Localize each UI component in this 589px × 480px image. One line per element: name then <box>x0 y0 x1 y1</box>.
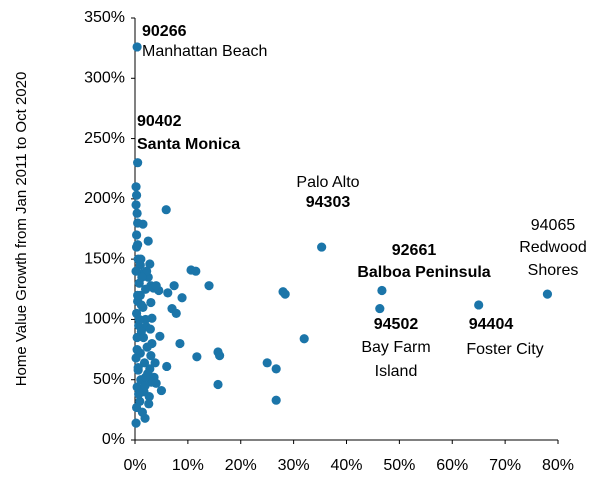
point <box>146 297 156 308</box>
y-tick-label: 300% <box>84 70 125 87</box>
point <box>134 389 144 399</box>
y-tick-label: 350% <box>84 9 125 26</box>
point <box>151 378 161 388</box>
annotation: Balboa Peninsula <box>357 264 490 281</box>
annotation: Palo Alto <box>296 174 359 191</box>
point <box>131 190 142 200</box>
point <box>133 290 143 300</box>
x-tick-label: 20% <box>225 457 257 474</box>
annotation: Redwood <box>519 239 587 256</box>
point <box>131 418 141 428</box>
point <box>144 391 154 402</box>
point <box>474 300 484 310</box>
point <box>377 285 387 296</box>
y-tick-label: 50% <box>93 371 125 388</box>
point <box>271 395 281 405</box>
point <box>145 259 155 269</box>
point <box>146 351 156 361</box>
point <box>375 303 385 314</box>
point <box>132 42 142 52</box>
point <box>151 281 161 291</box>
point <box>134 314 144 325</box>
point <box>132 208 142 218</box>
annotation: 92661 <box>392 242 437 259</box>
point <box>131 230 142 240</box>
point <box>191 266 201 276</box>
annotation: 94303 <box>306 194 351 211</box>
point <box>163 288 173 298</box>
y-axis-label: Home Value Growth from Jan 2011 to Oct 2… <box>13 72 30 387</box>
x-tick-label: 30% <box>278 457 310 474</box>
x-tick-label: 40% <box>330 457 362 474</box>
point <box>137 272 147 282</box>
point <box>169 281 179 291</box>
annotation: Foster City <box>466 341 543 358</box>
y-tick-label: 200% <box>84 190 125 207</box>
point <box>132 332 142 343</box>
point <box>140 284 151 294</box>
point <box>215 351 225 361</box>
point <box>162 361 172 372</box>
point <box>271 364 281 374</box>
annotation: Island <box>375 363 418 380</box>
point <box>140 314 151 325</box>
x-tick-label: 70% <box>489 457 521 474</box>
annotation: 90402 <box>137 113 182 130</box>
point <box>131 353 141 363</box>
annotation: 94502 <box>374 316 419 333</box>
point <box>299 334 309 344</box>
point <box>175 338 185 349</box>
point <box>177 293 187 303</box>
point <box>136 300 146 310</box>
point <box>144 399 154 409</box>
annotation: 90266 <box>142 23 187 40</box>
x-tick-label: 0% <box>123 457 146 474</box>
point <box>155 331 165 341</box>
point <box>131 200 141 210</box>
x-tick-label: 10% <box>172 457 204 474</box>
point <box>133 158 143 168</box>
y-tick-label: 0% <box>102 431 125 448</box>
y-tick-label: 100% <box>84 311 125 328</box>
point <box>317 242 327 252</box>
point <box>136 254 146 264</box>
annotation: Shores <box>528 262 579 279</box>
point <box>131 242 142 252</box>
point <box>140 381 150 391</box>
point <box>171 308 181 318</box>
annotation: 94404 <box>469 316 514 333</box>
point <box>133 363 143 373</box>
point <box>262 358 272 368</box>
point <box>140 372 151 382</box>
point <box>192 352 202 362</box>
point <box>280 289 290 299</box>
point <box>138 332 149 343</box>
point <box>204 281 214 291</box>
point <box>131 182 141 192</box>
point <box>137 407 148 417</box>
x-tick-label: 50% <box>383 457 415 474</box>
y-tick-label: 250% <box>84 130 125 147</box>
point <box>156 385 167 396</box>
point <box>132 344 142 355</box>
point <box>145 324 155 334</box>
annotation: Santa Monica <box>137 136 240 153</box>
x-tick-label: 80% <box>542 457 574 474</box>
point <box>142 342 152 352</box>
point <box>132 382 142 392</box>
point <box>131 266 141 276</box>
point <box>213 379 223 390</box>
point <box>139 358 150 368</box>
point <box>133 218 143 228</box>
point <box>143 236 153 246</box>
point <box>150 358 160 368</box>
x-tick-label: 60% <box>436 457 468 474</box>
point <box>542 289 553 299</box>
annotation: 94065 <box>531 217 576 234</box>
point <box>161 205 171 215</box>
annotation: Bay Farm <box>361 339 430 356</box>
annotation: Manhattan Beach <box>142 43 267 60</box>
y-tick-label: 150% <box>84 250 125 267</box>
